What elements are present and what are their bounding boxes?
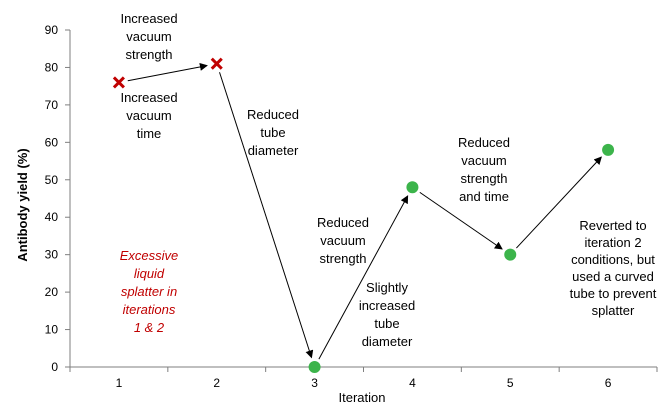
x-axis-label: Iteration [339,390,386,405]
y-tick-label: 40 [45,210,59,224]
y-tick-label: 90 [45,23,59,37]
transition-arrow [127,62,208,82]
x-tick-label: 1 [116,376,123,390]
annotations: Increased vacuum strength Increased vacuum ti… [120,11,657,349]
data-point-circle [602,143,615,156]
y-tick-label: 60 [45,135,59,149]
data-points [112,57,615,373]
annotation: Reduced tube diameter [247,107,299,158]
transition-arrow [516,156,602,249]
annotation: Increased vacuum time [120,90,177,141]
data-point-circle [308,361,321,373]
arrows [127,62,602,360]
x-tick-label: 2 [213,376,220,390]
y-tick-label: 30 [45,248,59,262]
x-tick-label: 4 [409,376,416,390]
x-tick-label: 6 [605,376,612,390]
annotation: Reduced vacuum strength [317,215,369,266]
y-tick-label: 0 [51,360,58,374]
annotation: Reverted to iteration 2 conditions, but use… [570,218,657,318]
data-point-circle [406,181,419,194]
data-point-x [210,57,223,70]
y-tick-label: 10 [45,323,59,337]
annotation: Increased vacuum strength [120,11,177,62]
y-tick-label: 80 [45,60,59,74]
annotation: Reduced vacuum strength and time [458,135,510,204]
transition-arrow [419,191,503,250]
x-tick-label: 5 [507,376,514,390]
data-point-x [112,76,125,89]
axes: 0 10 20 30 40 50 60 70 80 90 1 2 3 4 5 6 [45,23,658,390]
y-tick-label: 50 [45,173,59,187]
y-tick-label: 20 [45,285,59,299]
annotation: Excessive liquid splatter in iterations 1 & … [120,248,179,335]
data-point-circle [504,248,517,261]
y-axis-label: Antibody yield (%) [15,148,30,261]
annotation: Slightly increased tube diameter [359,280,415,349]
transition-arrow [318,195,409,360]
y-tick-label: 70 [45,98,59,112]
x-tick-label: 3 [311,376,318,390]
transition-arrow [219,72,314,359]
